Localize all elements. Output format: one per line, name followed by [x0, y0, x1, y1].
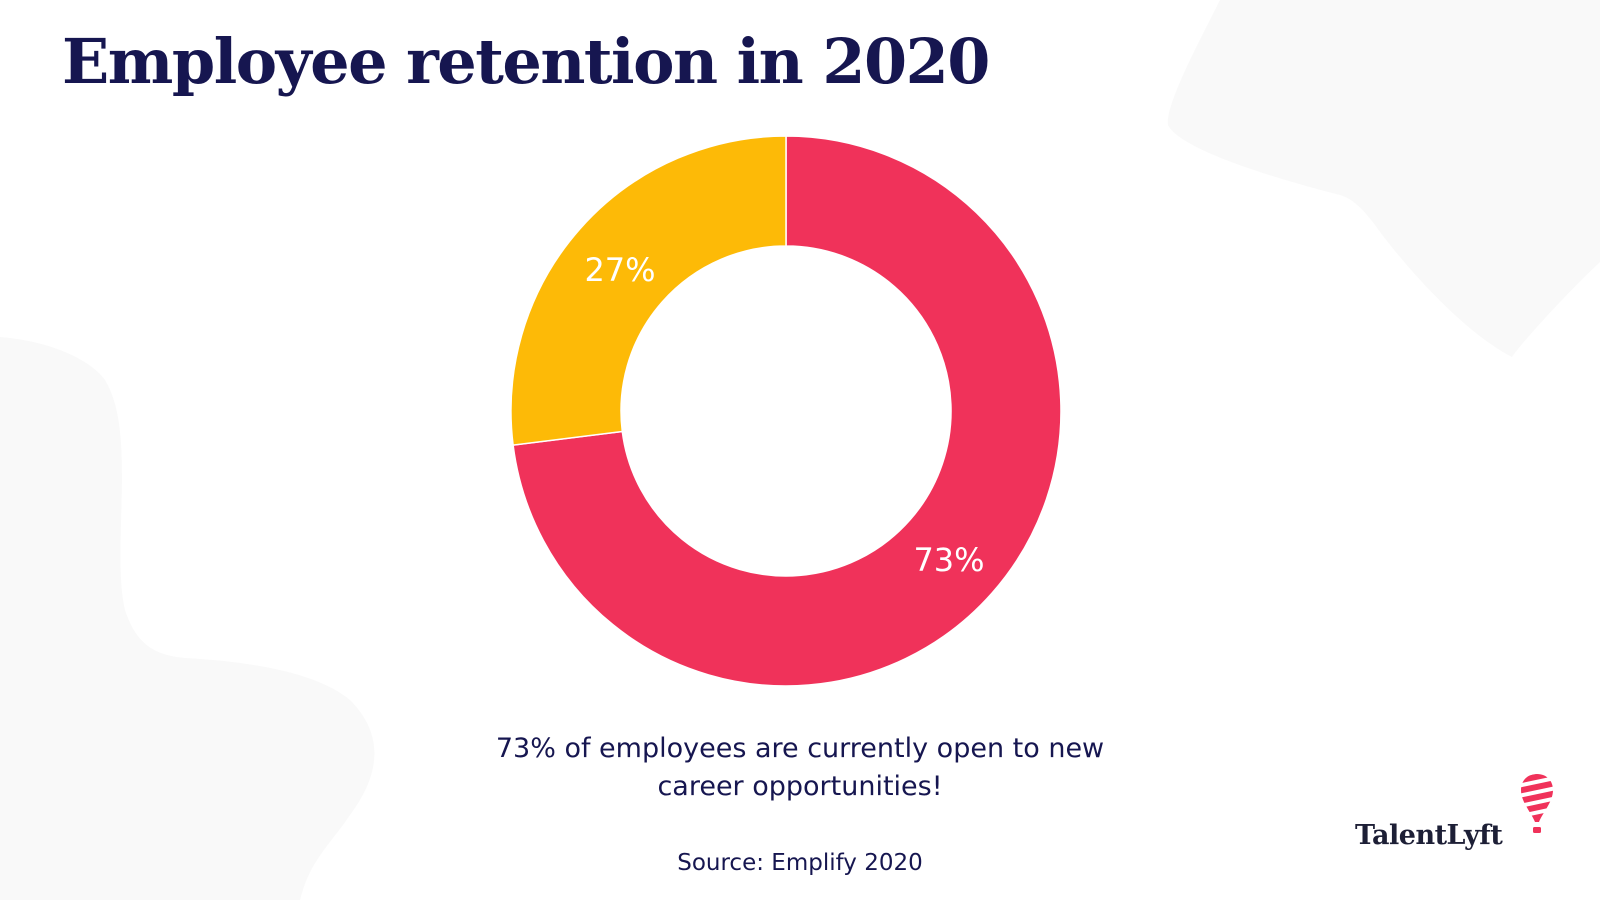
- slice-73-percent: [512, 135, 1062, 687]
- chart-caption: 73% of employees are currently open to n…: [400, 730, 1200, 806]
- slice-label-27: 27%: [584, 251, 655, 289]
- caption-line-1: 73% of employees are currently open to n…: [495, 733, 1105, 764]
- talentlyft-logo: TalentLyft: [1355, 770, 1555, 851]
- slice-27-percent: [510, 135, 787, 446]
- brand-name: TalentLyft: [1355, 820, 1503, 851]
- hot-air-balloon-icon: [1521, 774, 1553, 833]
- source-citation: Source: Emplify 2020: [677, 850, 923, 876]
- slice-label-73: 73%: [913, 541, 984, 579]
- page-title: Employee retention in 2020: [62, 25, 990, 98]
- caption-line-2: career opportunities!: [657, 771, 943, 802]
